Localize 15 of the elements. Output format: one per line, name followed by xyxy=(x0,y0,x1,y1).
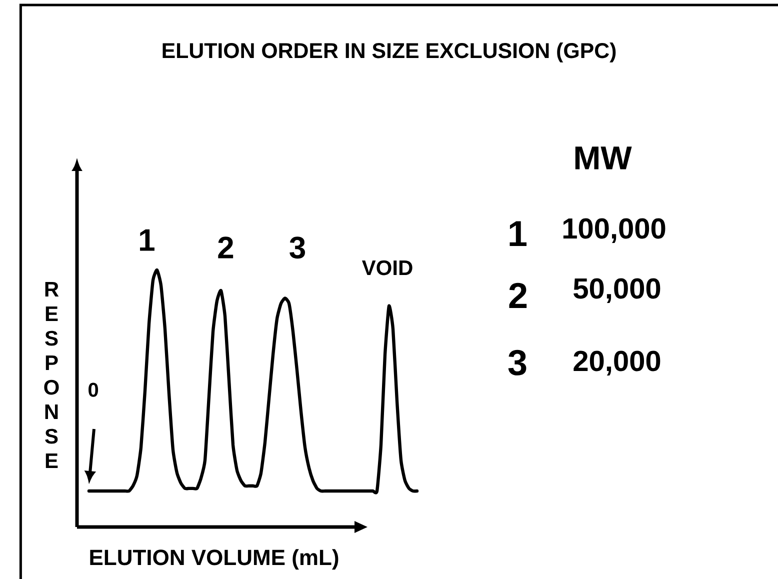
text: 3 xyxy=(290,236,306,259)
text: 2 xyxy=(509,282,527,308)
text: 1 xyxy=(510,221,527,246)
text: 50,000 xyxy=(574,278,660,303)
chart-title: ELUTION ORDER IN SIZE EXCLUSION (GPC) xyxy=(162,42,616,62)
text: 1 xyxy=(140,229,154,251)
y-axis-title: RESPONSE xyxy=(44,282,59,468)
x-axis-title: ELUTION VOLUME (mL) xyxy=(90,549,338,570)
annotation: VOID xyxy=(362,260,412,276)
text: 20,000 xyxy=(574,350,660,376)
text: 3 xyxy=(508,350,526,376)
text: 2 xyxy=(218,236,234,258)
text: 100,000 xyxy=(563,218,666,243)
annotation: 0 xyxy=(88,382,98,397)
text: MW xyxy=(575,146,632,170)
